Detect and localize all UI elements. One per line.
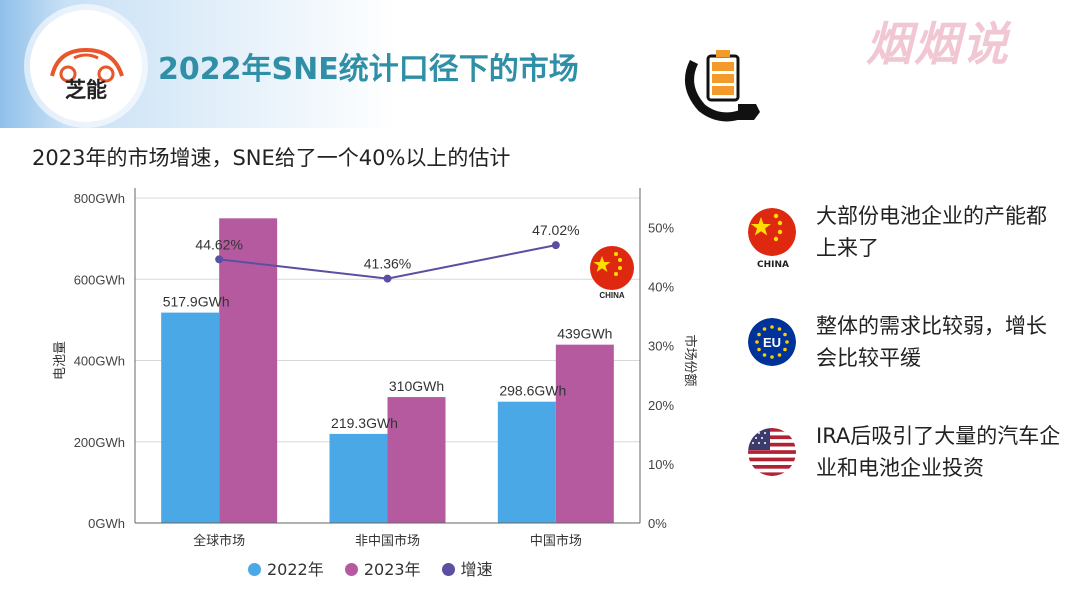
note-text: 整体的需求比较弱，增长会比较平缓 (816, 314, 1047, 370)
svg-text:CHINA: CHINA (599, 291, 625, 300)
legend-item-growth: 增速 (441, 560, 493, 579)
note-china: CHINA 大部份电池企业的产能都上来了 (740, 200, 1070, 310)
legend-label: 2022年 (267, 560, 324, 579)
y-tick-label: 200GWh (74, 435, 125, 450)
china-flag-icon (748, 208, 796, 256)
legend-item-2022: 2022年 (248, 560, 324, 579)
x-tick-label: 非中国市场 (355, 533, 420, 548)
note-text: 大部份电池企业的产能都上来了 (816, 204, 1047, 260)
usa-flag-icon (748, 428, 796, 476)
note-text: IRA后吸引了大量的汽车企业和电池企业投资 (816, 424, 1061, 480)
eu-flag-icon: EU (748, 318, 796, 366)
legend-label: 增速 (460, 560, 493, 579)
y-right-tick-label: 50% (648, 221, 674, 236)
logo: 芝能 (30, 10, 142, 122)
page-title: 2022年SNE统计口径下的市场 (158, 52, 579, 87)
growth-point (215, 255, 224, 264)
growth-value-label: 44.62% (195, 236, 242, 252)
note-eu: EU 整体的需求比较弱，增长会比较平缓 (740, 310, 1070, 420)
bar-2023 (387, 397, 446, 523)
axes: 0GWh 200GWh 400GWh 600GWh 800GWh 0% 10% 20% 30% 4… (52, 188, 698, 548)
legend-label: 2023年 (363, 560, 421, 579)
legend-swatch-growth (441, 563, 455, 576)
x-tick-label: 全球市场 (193, 533, 245, 548)
legend: 2022年 2023年 增速 (248, 556, 509, 580)
logo-text: 芝能 (65, 78, 107, 102)
y-right-axis-title: 市场份额 (683, 334, 698, 386)
y-right-tick-label: 30% (648, 339, 674, 354)
x-tick-label: 中国市场 (530, 533, 582, 548)
subtitle: 2023年的市场增速，SNE给了一个40%以上的估计 (32, 146, 511, 170)
data-labels: 517.9GWh 219.3GWh 310GWh 298.6GWh 439GWh 44.6… (163, 222, 613, 431)
notes-panel: CHINA 大部份电池企业的产能都上来了 EU 整体的需求比较弱，增长会比较平缓 (740, 200, 1070, 530)
y-tick-label: 800GWh (74, 191, 125, 206)
y-right-tick-label: 0% (648, 516, 667, 531)
y-axis-title: 电池量 (52, 341, 67, 380)
y-right-tick-label: 20% (648, 398, 674, 413)
legend-item-2023: 2023年 (344, 560, 421, 579)
bar-2022 (497, 401, 556, 523)
bar-2023 (219, 218, 278, 523)
brand-watermark: 烟烟说 (866, 17, 1010, 71)
y-tick-label: 400GWh (74, 354, 125, 369)
bar-2022 (161, 312, 220, 523)
legend-swatch-2023 (344, 563, 358, 576)
y-tick-label: 600GWh (74, 272, 125, 287)
bar-value-label: 517.9GWh (163, 294, 230, 310)
bars (161, 218, 614, 523)
bar-2023 (555, 344, 614, 523)
battery-wrench-icon (685, 50, 760, 122)
growth-value-label: 47.02% (532, 222, 579, 238)
growth-point (383, 274, 392, 283)
y-right-tick-label: 10% (648, 457, 674, 472)
bar-value-label: 310GWh (389, 378, 444, 394)
bar-value-label: 439GWh (557, 326, 612, 342)
bar-line-chart: 517.9GWh 219.3GWh 310GWh 298.6GWh 439GWh 44.6… (52, 188, 698, 548)
y-tick-label: 0GWh (88, 516, 125, 531)
svg-text:EU: EU (763, 335, 781, 350)
legend-swatch-2022 (248, 563, 261, 576)
note-usa: IRA后吸引了大量的汽车企业和电池企业投资 (740, 420, 1070, 530)
note-caption: CHINA (757, 260, 789, 270)
bar-value-label: 298.6GWh (499, 383, 566, 399)
growth-value-label: 41.36% (364, 256, 411, 272)
growth-point (551, 241, 560, 250)
bar-2022 (329, 433, 388, 523)
growth-line (215, 241, 560, 283)
y-right-tick-label: 40% (648, 280, 674, 295)
china-flag-annotation: CHINA (590, 246, 634, 300)
bar-value-label: 219.3GWh (331, 415, 398, 431)
car-logo-icon (50, 47, 124, 83)
